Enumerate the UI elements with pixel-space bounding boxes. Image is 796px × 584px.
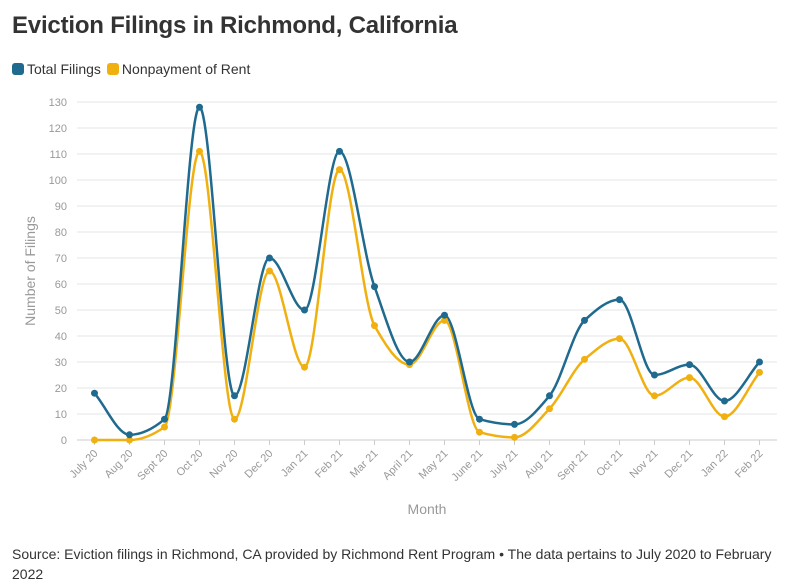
y-tick-label: 40 bbox=[55, 331, 67, 343]
x-tick-label: Nov 20 bbox=[207, 448, 240, 481]
y-tick-labels: 0 10 20 30 40 50 60 70 80 90 100 110 120 130 bbox=[49, 97, 67, 447]
series-line-total-filings bbox=[93, 105, 761, 437]
x-tick-label: July 20 bbox=[67, 448, 100, 481]
x-tick-label: Dec 21 bbox=[662, 448, 695, 481]
chart-title: Eviction Filings in Richmond, California bbox=[12, 12, 458, 39]
x-tick-label: July 21 bbox=[487, 448, 520, 481]
data-point-nonpayment bbox=[756, 368, 763, 376]
data-point-total-filings bbox=[266, 254, 273, 262]
data-point-total-filings bbox=[686, 361, 693, 369]
x-tick-label: Jan 21 bbox=[279, 448, 311, 480]
data-point-nonpayment bbox=[546, 405, 553, 413]
data-point-total-filings bbox=[126, 431, 133, 439]
data-point-nonpayment bbox=[196, 147, 203, 155]
x-tick-label: Dec 20 bbox=[242, 448, 275, 481]
y-tick-label: 20 bbox=[55, 383, 67, 395]
data-point-total-filings bbox=[756, 358, 763, 366]
data-point-total-filings bbox=[651, 371, 658, 379]
data-point-nonpayment bbox=[511, 433, 518, 441]
x-tick-label: April 21 bbox=[381, 448, 416, 483]
data-point-nonpayment bbox=[91, 436, 98, 444]
x-tick-label: Sept 20 bbox=[135, 448, 170, 483]
legend-label-nonpayment: Nonpayment of Rent bbox=[121, 61, 251, 77]
x-tick-label: Nov 21 bbox=[627, 448, 660, 481]
data-point-nonpayment bbox=[441, 316, 448, 324]
y-tick-label: 70 bbox=[55, 253, 67, 265]
y-tick-label: 100 bbox=[49, 175, 67, 187]
series-lines bbox=[93, 105, 761, 442]
data-point-nonpayment bbox=[336, 166, 343, 174]
x-tick-label: Aug 21 bbox=[522, 448, 555, 481]
data-point-nonpayment bbox=[161, 423, 168, 431]
y-tick-label: 110 bbox=[49, 149, 67, 161]
x-axis-label: Month bbox=[408, 501, 447, 517]
data-point-nonpayment bbox=[721, 413, 728, 421]
y-tick-label: 10 bbox=[55, 409, 67, 421]
data-point-nonpayment bbox=[686, 374, 693, 382]
data-point-nonpayment bbox=[126, 436, 133, 444]
data-point-nonpayment bbox=[616, 335, 623, 343]
y-tick-label: 30 bbox=[55, 357, 67, 369]
x-tick-label: Jan 22 bbox=[699, 448, 731, 480]
legend: Total Filings Nonpayment of Rent bbox=[12, 61, 250, 77]
data-point-total-filings bbox=[511, 420, 518, 428]
data-point-total-filings bbox=[441, 311, 448, 319]
x-tick-label: Oct 20 bbox=[174, 448, 205, 479]
data-point-nonpayment bbox=[371, 322, 378, 330]
data-point-nonpayment bbox=[476, 428, 483, 436]
data-point-total-filings bbox=[301, 306, 308, 314]
data-point-total-filings bbox=[161, 415, 168, 423]
legend-swatch-total bbox=[12, 63, 24, 75]
y-tick-label: 60 bbox=[55, 279, 67, 291]
data-point-nonpayment bbox=[301, 363, 308, 371]
data-point-nonpayment bbox=[581, 355, 588, 363]
x-tick-label: Mar 21 bbox=[348, 448, 381, 481]
data-point-total-filings bbox=[336, 147, 343, 155]
y-tick-label: 0 bbox=[61, 435, 67, 447]
data-point-nonpayment bbox=[266, 267, 273, 275]
data-point-total-filings bbox=[546, 392, 553, 400]
source-note: Source: Eviction filings in Richmond, CA… bbox=[12, 546, 772, 582]
data-point-total-filings bbox=[371, 283, 378, 291]
data-point-total-filings bbox=[406, 358, 413, 366]
x-tick-label: Oct 21 bbox=[594, 448, 625, 479]
y-tick-label: 50 bbox=[55, 305, 67, 317]
legend-label-total: Total Filings bbox=[27, 61, 101, 77]
x-tick-label: Aug 20 bbox=[102, 448, 135, 481]
data-point-total-filings bbox=[91, 389, 98, 397]
y-tick-label: 90 bbox=[55, 201, 67, 213]
y-axis-label: Number of Filings bbox=[22, 216, 38, 326]
y-tick-label: 120 bbox=[49, 123, 67, 135]
x-tick-labels: July 20 Aug 20 Sept 20 Oct 20 Nov 20 Dec 20 Ja… bbox=[67, 448, 765, 484]
x-tick-label: Sept 21 bbox=[555, 448, 590, 483]
legend-item-nonpayment[interactable]: Nonpayment of Rent bbox=[106, 61, 251, 77]
data-point-total-filings bbox=[616, 296, 623, 304]
y-tick-label: 130 bbox=[49, 97, 67, 109]
data-point-total-filings bbox=[196, 103, 203, 111]
series-line-nonpayment bbox=[94, 150, 761, 442]
legend-item-total[interactable]: Total Filings bbox=[12, 61, 101, 77]
legend-swatch-nonpayment bbox=[106, 63, 119, 75]
data-point-nonpayment bbox=[651, 392, 658, 400]
series-points bbox=[91, 103, 763, 444]
data-point-nonpayment bbox=[231, 415, 238, 423]
data-point-total-filings bbox=[721, 397, 728, 405]
x-tick-label: June 21 bbox=[449, 448, 485, 484]
y-tick-label: 80 bbox=[55, 227, 67, 239]
data-point-total-filings bbox=[231, 392, 238, 400]
x-tick-label: Feb 21 bbox=[313, 448, 346, 481]
x-tick-label: Feb 22 bbox=[733, 448, 766, 481]
data-point-total-filings bbox=[581, 316, 588, 324]
x-tick-label: May 21 bbox=[417, 448, 451, 482]
data-point-total-filings bbox=[476, 415, 483, 423]
